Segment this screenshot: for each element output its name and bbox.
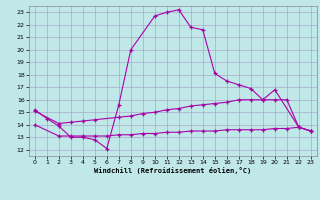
X-axis label: Windchill (Refroidissement éolien,°C): Windchill (Refroidissement éolien,°C) <box>94 167 252 174</box>
